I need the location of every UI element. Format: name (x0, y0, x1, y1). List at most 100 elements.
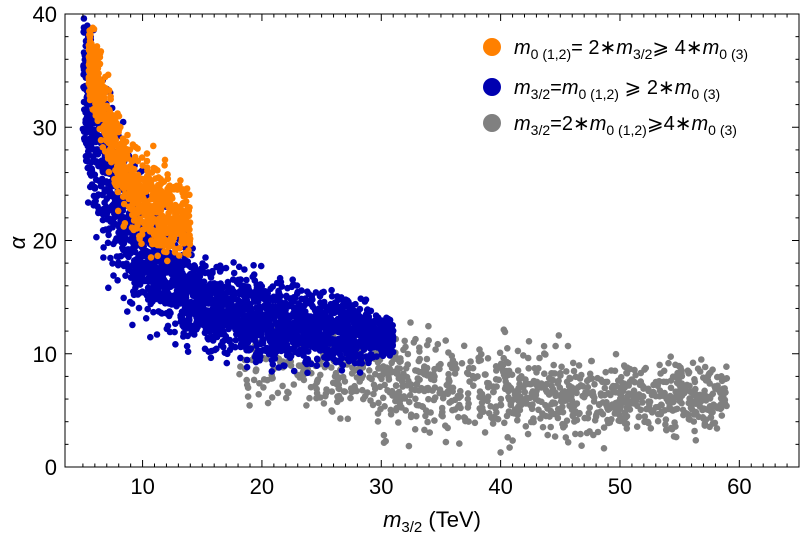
point (347, 329, 355, 337)
point (658, 401, 665, 409)
point (475, 354, 482, 362)
point (397, 373, 404, 381)
point (374, 314, 382, 321)
point (338, 294, 345, 301)
point (155, 272, 162, 280)
point (152, 240, 159, 248)
point (685, 368, 693, 376)
legend-label: m3/2=m0 (1,2) ⩾ 2∗m0 (3) (514, 77, 720, 102)
point (180, 225, 187, 232)
point (386, 352, 394, 359)
point (244, 306, 251, 313)
point (261, 288, 269, 295)
point (604, 405, 611, 412)
point (245, 286, 252, 294)
point (320, 333, 328, 340)
point (206, 315, 213, 323)
point (559, 420, 566, 428)
point (351, 367, 359, 374)
point (514, 347, 522, 355)
point (549, 370, 557, 377)
point (422, 407, 430, 414)
point (139, 162, 146, 169)
point (430, 376, 438, 384)
point (313, 355, 321, 363)
point (522, 376, 529, 383)
point (294, 322, 301, 330)
point (575, 362, 583, 369)
point (522, 423, 530, 430)
point (376, 372, 384, 380)
point (669, 373, 677, 381)
point (555, 392, 563, 399)
point (502, 378, 510, 385)
point (565, 382, 573, 390)
point (540, 342, 548, 350)
point (279, 320, 287, 328)
point (672, 433, 680, 441)
point (375, 364, 382, 372)
point (163, 325, 171, 333)
point (678, 399, 685, 407)
point (344, 415, 352, 423)
point (660, 367, 668, 375)
point (264, 399, 272, 407)
point (558, 363, 565, 371)
point (674, 369, 681, 377)
point (235, 263, 243, 271)
point (230, 259, 237, 266)
point (689, 359, 697, 367)
point (307, 323, 315, 330)
point (149, 268, 157, 276)
point (90, 192, 98, 200)
point (244, 384, 252, 392)
point (119, 261, 127, 268)
point (335, 357, 343, 364)
point (385, 343, 393, 351)
point (305, 348, 312, 355)
point (476, 346, 483, 353)
point (122, 251, 130, 258)
point (457, 387, 464, 395)
point (80, 15, 88, 22)
point (107, 134, 115, 141)
point (464, 404, 472, 411)
point (283, 341, 291, 349)
point (82, 120, 90, 127)
point (665, 359, 672, 367)
point (318, 289, 326, 297)
point (718, 412, 726, 419)
point (563, 368, 570, 375)
point (581, 414, 588, 422)
point (107, 96, 114, 103)
point (634, 402, 641, 410)
point (485, 380, 492, 388)
point (578, 442, 585, 450)
point (267, 338, 275, 345)
point (594, 428, 602, 436)
point (357, 328, 364, 336)
point (209, 289, 217, 296)
point (138, 154, 146, 161)
point (197, 288, 204, 296)
point (607, 391, 614, 399)
point (537, 415, 544, 422)
point (287, 362, 295, 369)
point (299, 328, 307, 335)
point (124, 131, 131, 139)
point (465, 418, 472, 425)
point (705, 406, 713, 414)
point (243, 363, 251, 371)
point (191, 311, 199, 318)
point (569, 359, 577, 367)
point (413, 401, 421, 409)
point (577, 382, 585, 389)
point (692, 385, 699, 393)
point (182, 217, 190, 224)
point (89, 85, 96, 93)
legend-item-blue: m3/2=m0 (1,2) ⩾ 2∗m0 (3) (483, 77, 720, 102)
point (138, 277, 146, 284)
point (425, 337, 433, 344)
point (360, 395, 367, 403)
